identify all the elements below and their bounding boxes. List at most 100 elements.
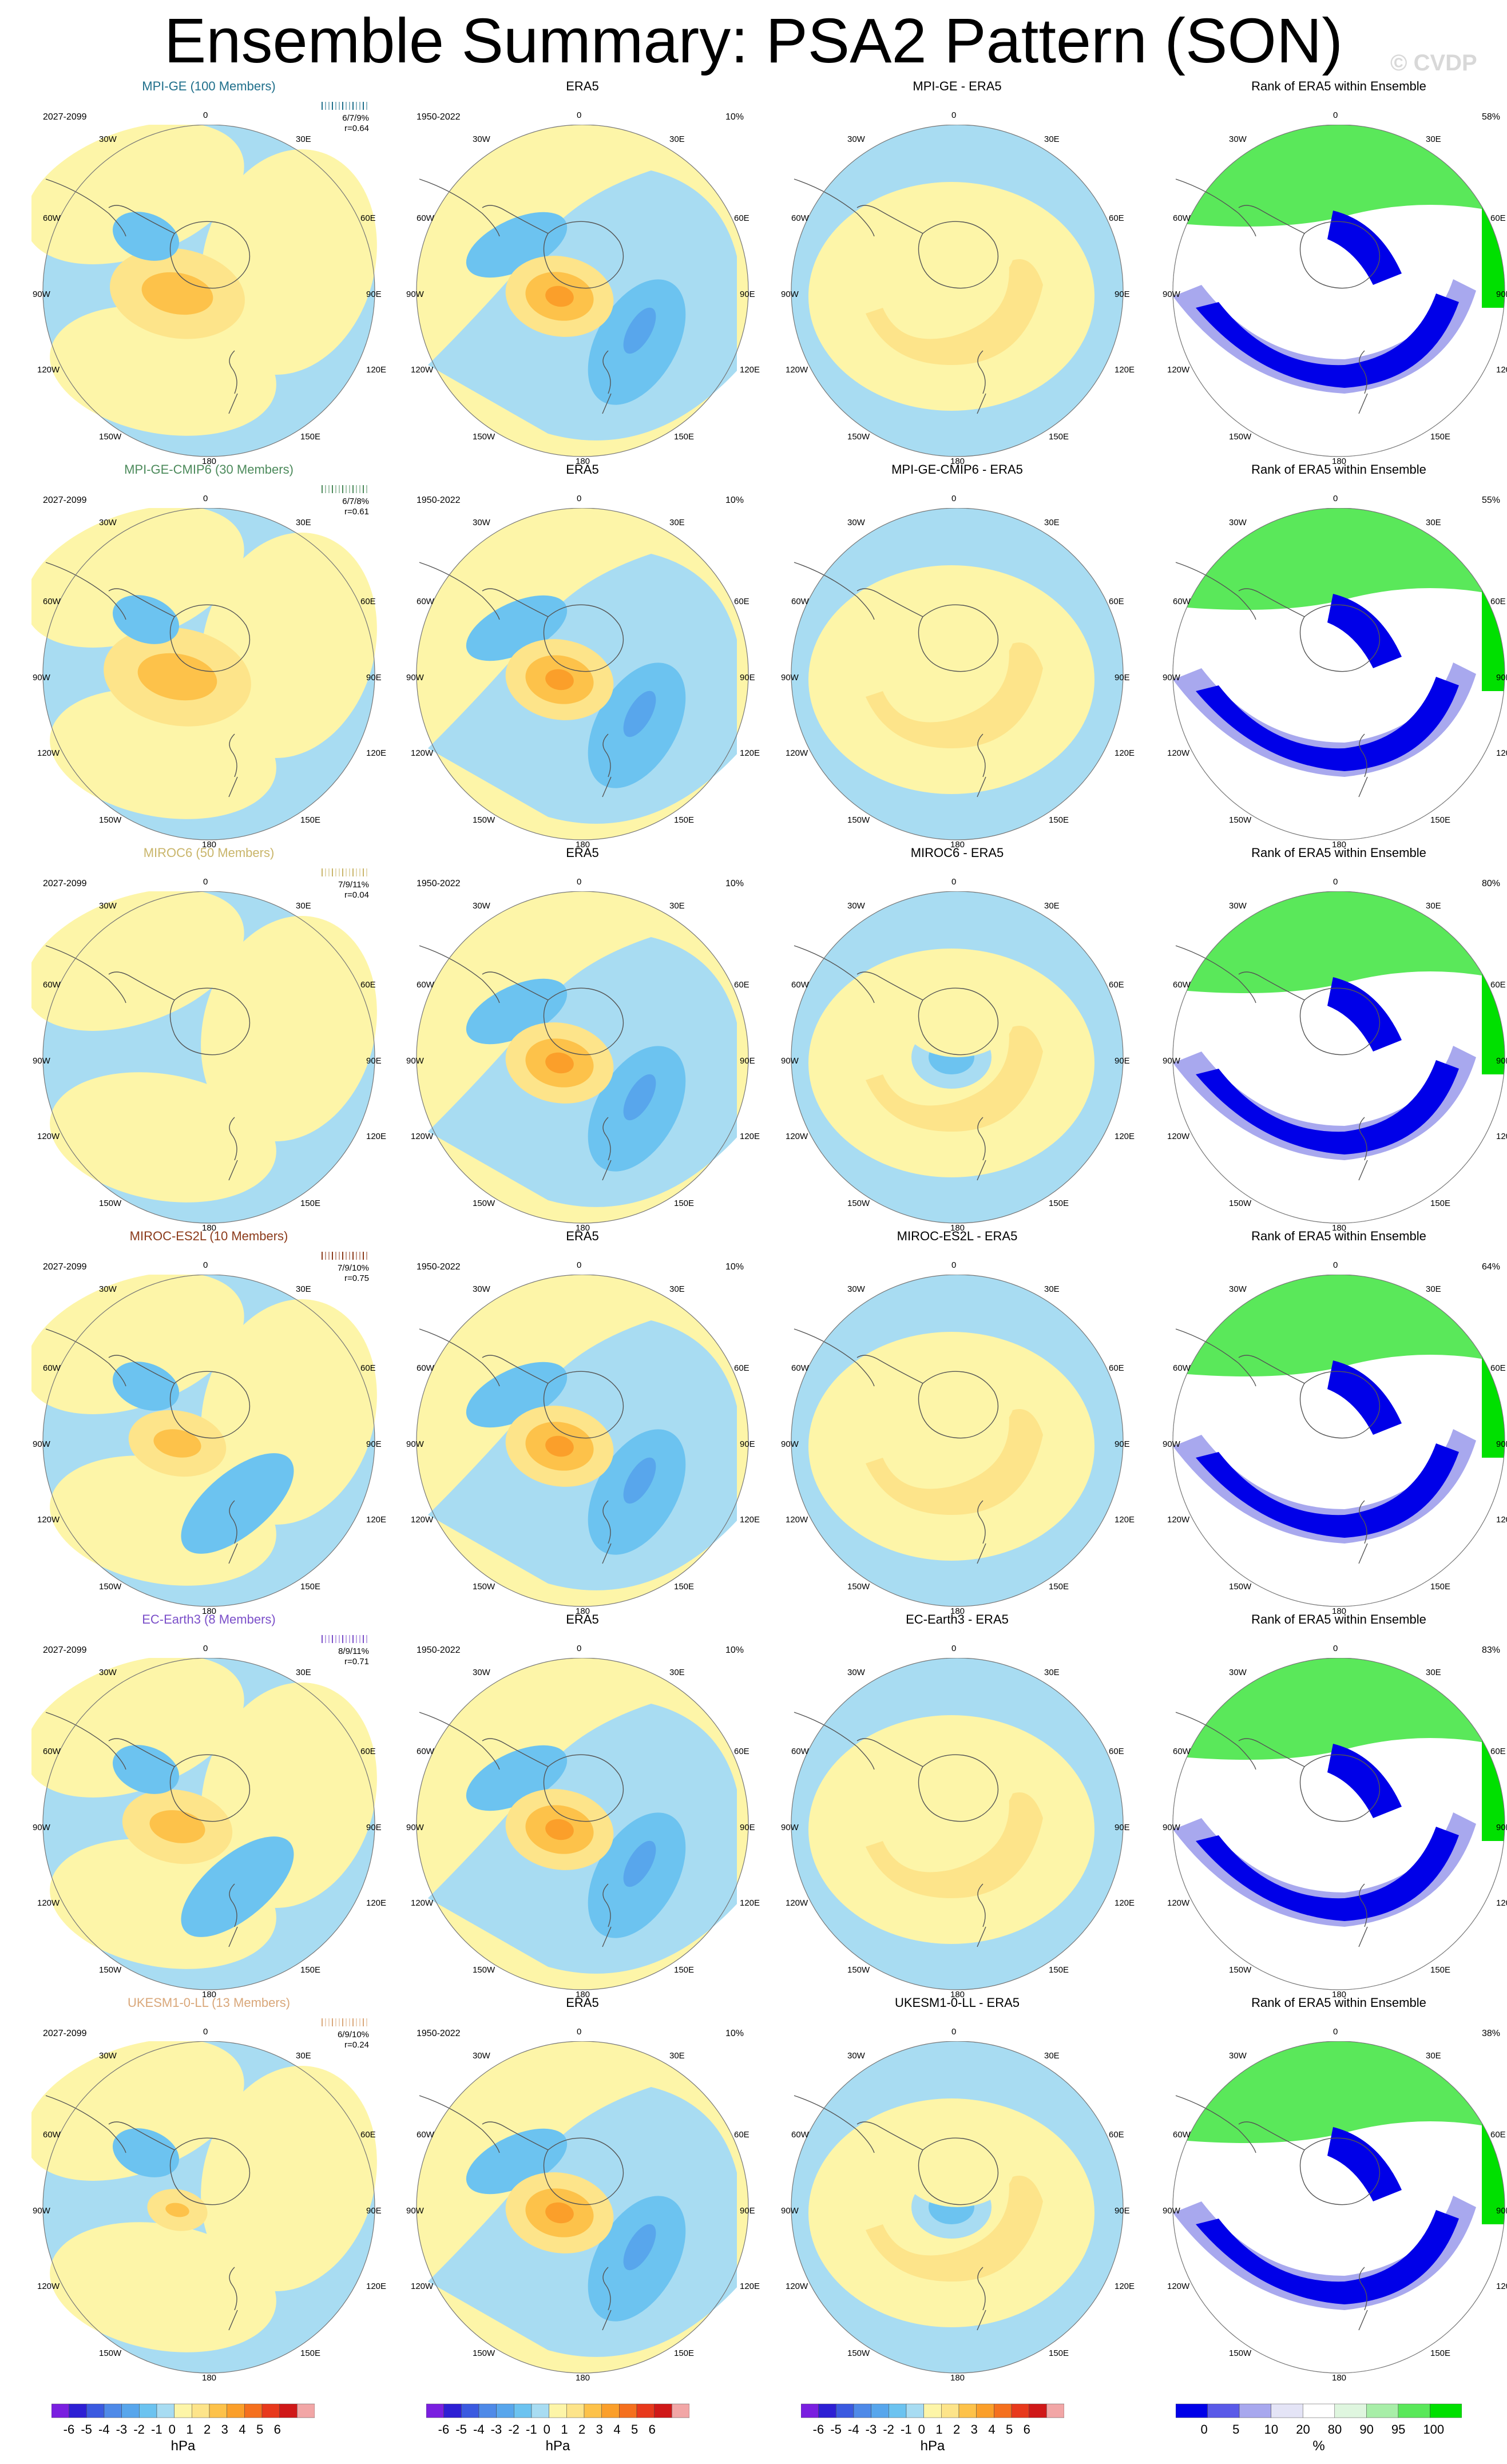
- longitude-label: 120E: [1496, 1515, 1507, 1525]
- model-panel: MPI-GE (100 Members) 2027-2099 6/7/9% r=0.6…: [31, 79, 387, 466]
- polar-map: [416, 891, 749, 1224]
- longitude-label: 30E: [1044, 2051, 1060, 2061]
- longitude-label: 150W: [99, 2348, 122, 2358]
- colorbar-unit: hPa: [545, 2438, 570, 2454]
- longitude-label: 30E: [296, 901, 311, 911]
- model-panel: MIROC6 (50 Members) 2027-2099 7/9/11% r=0.0…: [31, 846, 386, 1233]
- longitude-label: 120E: [1496, 1898, 1507, 1908]
- longitude-label: 30E: [296, 518, 311, 527]
- polar-map: [416, 508, 749, 840]
- longitude-label: 60E: [1109, 980, 1124, 990]
- longitude-label: 90W: [406, 673, 424, 683]
- colorbar-swatch: [69, 2403, 87, 2418]
- variance-explained: 10%: [725, 1262, 744, 1272]
- longitude-label: 150W: [473, 1199, 495, 1208]
- longitude-label: 30E: [669, 134, 685, 144]
- coastline: [794, 945, 999, 1181]
- colorbar-swatch: [51, 2403, 69, 2418]
- colorbar-tick: 20: [1296, 2422, 1310, 2437]
- longitude-label: 90W: [781, 1439, 799, 1449]
- positive-anomaly: [900, 211, 1014, 291]
- longitude-label: 30W: [99, 518, 117, 527]
- positive-anomaly: [866, 1026, 1043, 1132]
- longitude-label: 0: [577, 877, 582, 887]
- positive-anomaly: [808, 1332, 1094, 1561]
- longitude-label: 90E: [366, 2206, 382, 2216]
- polar-map: [791, 508, 1124, 840]
- longitude-label: 90W: [406, 1439, 424, 1449]
- map-border: [416, 2041, 749, 2374]
- longitude-label: 150E: [1430, 2348, 1451, 2358]
- longitude-label: 30E: [1426, 518, 1441, 527]
- coastline: [419, 1328, 624, 1564]
- pc-stats: 8/9/11% r=0.71: [300, 1646, 369, 1667]
- panel-title: Rank of ERA5 within Ensemble: [1251, 1229, 1426, 1243]
- longitude-label: 150E: [300, 1582, 321, 1592]
- rank-low: [1327, 594, 1402, 668]
- polar-map: [31, 1658, 377, 1990]
- colorbar-swatch: [244, 2403, 263, 2418]
- negative-anomaly: [623, 1840, 656, 1887]
- longitude-label: 30W: [473, 1668, 490, 1677]
- colorbar-swatch: [654, 2403, 672, 2418]
- model-panel: MPI-GE-CMIP6 (30 Members) 2027-2099 6/7/8%…: [31, 462, 386, 850]
- longitude-label: 30W: [1229, 134, 1247, 144]
- longitude-label: 120W: [1167, 1515, 1190, 1525]
- longitude-label: 0: [1333, 494, 1338, 503]
- longitude-label: 30W: [99, 134, 117, 144]
- longitude-label: 60W: [43, 980, 61, 990]
- coastline: [1175, 1712, 1381, 1947]
- longitude-label: 120E: [1496, 2282, 1507, 2291]
- panel-title: ERA5: [566, 1995, 599, 2010]
- longitude-label: 180: [950, 1606, 965, 1616]
- variance-explained: 6/9/10%: [337, 2030, 369, 2040]
- longitude-label: 120E: [1115, 1515, 1135, 1525]
- longitude-label: 60E: [1490, 213, 1506, 223]
- positive-anomaly: [141, 272, 213, 315]
- positive-anomaly: [201, 915, 377, 1142]
- positive-anomaly: [545, 2202, 574, 2224]
- panel-title: MPI-GE-CMIP6 - ERA5: [891, 462, 1023, 477]
- colorbar-tick: -4: [473, 2422, 485, 2437]
- era5-panel: ERA5 1950-2022 10% 0 30W 30E 60W 60E 90W 90E 120W 1…: [405, 79, 760, 466]
- longitude-label: 60W: [1173, 2130, 1191, 2140]
- longitude-label: 120E: [366, 2282, 387, 2291]
- longitude-label: 90W: [406, 1056, 424, 1066]
- longitude-label: 180: [950, 1223, 965, 1233]
- longitude-label: 180: [1332, 1990, 1347, 1999]
- colorbar-swatch: [836, 2403, 854, 2418]
- longitude-label: 150E: [300, 1199, 321, 1208]
- positive-anomaly: [31, 1275, 244, 1414]
- rank-low: [1196, 1443, 1459, 1538]
- longitude-label: 120E: [366, 365, 387, 375]
- longitude-label: 30W: [847, 901, 865, 911]
- longitude-label: 60E: [1109, 1747, 1124, 1756]
- colorbar-swatches: [800, 2403, 1065, 2418]
- colorbar-tick: 4: [613, 2422, 621, 2437]
- longitude-label: 60E: [360, 980, 376, 990]
- colorbar-unit: hPa: [170, 2438, 196, 2454]
- variance-explained: 6/7/8%: [342, 497, 369, 506]
- map-border: [416, 125, 749, 457]
- longitude-label: 90E: [1496, 1823, 1507, 1832]
- panel-title: ERA5: [566, 1612, 599, 1626]
- model-panel: UKESM1-0-LL (13 Members) 2027-2099 6/9/10%…: [31, 1995, 387, 2383]
- colorbar-swatch: [104, 2403, 122, 2418]
- rank-percent: 58%: [1482, 112, 1501, 122]
- polar-map: [1172, 891, 1505, 1224]
- colorbar-swatch: [1366, 2403, 1399, 2418]
- difference-panel: MPI-GE-CMIP6 - ERA5 0 30W 30E 60W 60E 90W 90E 12…: [780, 462, 1135, 850]
- longitude-label: 90W: [781, 2206, 799, 2216]
- longitude-label: 150E: [300, 432, 321, 442]
- longitude-label: 120W: [1167, 365, 1190, 375]
- longitude-label: 60W: [43, 597, 61, 606]
- longitude-label: 0: [1333, 1260, 1338, 1270]
- longitude-label: 90E: [740, 673, 755, 683]
- longitude-label: 30W: [99, 901, 117, 911]
- rank-low: [1196, 677, 1459, 771]
- coastline: [1175, 1328, 1381, 1564]
- negative-anomaly: [623, 691, 656, 737]
- longitude-label: 150W: [847, 1582, 870, 1592]
- panel-title: Rank of ERA5 within Ensemble: [1251, 1612, 1426, 1626]
- panel-title: MPI-GE - ERA5: [913, 79, 1002, 93]
